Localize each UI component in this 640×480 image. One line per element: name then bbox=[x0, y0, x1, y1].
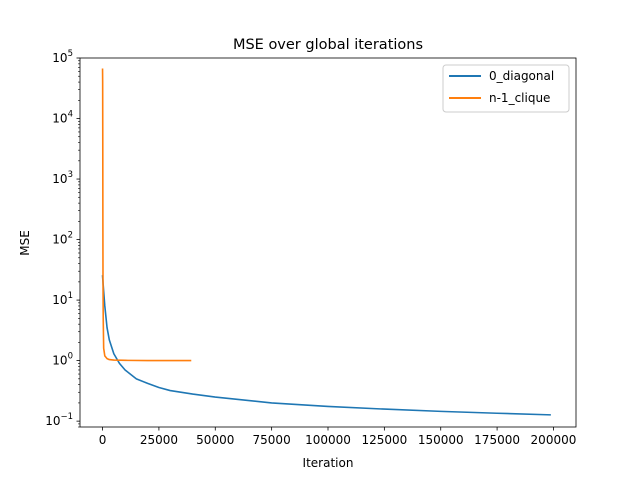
legend-label-0: 0_diagonal bbox=[489, 69, 554, 83]
legend-label-1: n-1_clique bbox=[489, 91, 550, 105]
chart-title: MSE over global iterations bbox=[233, 37, 423, 53]
legend: 0_diagonal n-1_clique bbox=[442, 64, 570, 113]
x-tick-label: 175000 bbox=[474, 433, 520, 447]
x-axis-label: Iteration bbox=[303, 456, 354, 470]
x-tick-label: 125000 bbox=[361, 433, 407, 447]
series-line-0_diagonal bbox=[101, 275, 551, 416]
plot-area bbox=[101, 68, 551, 416]
x-tick-label: 0 bbox=[99, 433, 107, 447]
series-line-n-1_clique bbox=[101, 68, 192, 362]
series-layer bbox=[101, 68, 551, 416]
x-tick-label: 100000 bbox=[305, 433, 351, 447]
y-axis-label: MSE bbox=[18, 230, 32, 256]
x-tick-label: 25000 bbox=[140, 433, 178, 447]
x-tick-label: 50000 bbox=[196, 433, 234, 447]
x-tick-label: 200000 bbox=[531, 433, 577, 447]
x-tick-label: 150000 bbox=[418, 433, 464, 447]
x-axis-ticks: 0 25000 50000 75000 100000 125000 150000 175000… bbox=[99, 427, 577, 447]
x-tick-label: 75000 bbox=[253, 433, 291, 447]
